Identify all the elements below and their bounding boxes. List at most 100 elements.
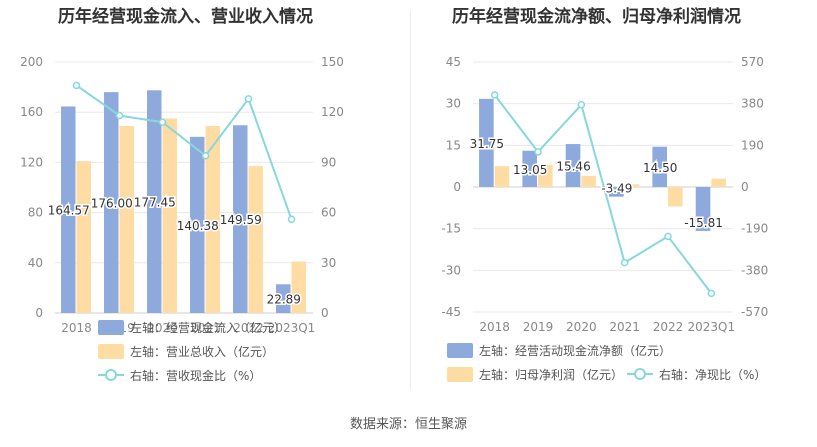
right-y-right-tick: -190 [741, 222, 768, 236]
left-bar-series2 [248, 166, 263, 313]
right-data-label: 13.05 [513, 163, 547, 177]
right-x-tick: 2019 [523, 320, 554, 334]
left-ratio-point [158, 118, 167, 126]
right-x-tick: 2022 [653, 320, 684, 334]
right-y-left-tick: 0 [453, 180, 461, 194]
right-ratio-point [577, 101, 586, 109]
left-bar-series2 [162, 118, 177, 313]
right-y-left-tick: -30 [441, 263, 461, 277]
right-y-right-tick: -380 [741, 263, 768, 277]
left-bar-series1 [61, 106, 76, 313]
right-legend-swatch [634, 368, 646, 380]
left-ratio-point [72, 81, 81, 90]
right-y-left-tick: -15 [441, 222, 461, 236]
right-x-tick: 2021 [609, 320, 640, 334]
right-y-right-tick: 0 [741, 180, 749, 194]
left-ratio-line [75, 84, 293, 220]
right-y-right-tick: 380 [741, 97, 764, 111]
left-ratio-point [201, 151, 210, 160]
right-ratio-point [620, 258, 629, 267]
left-y-left-tick: 160 [20, 105, 43, 119]
left-y-left-tick: 80 [28, 206, 43, 220]
left-chart-title: 历年经营现金流入、营业收入情况 [58, 7, 313, 27]
right-ratio-line [493, 94, 713, 294]
left-x-tick: 2021 [190, 321, 221, 335]
right-bar-series1 [565, 144, 581, 187]
data-source-note: 数据来源：恒生聚源 [349, 417, 467, 432]
panel-divider [410, 10, 411, 390]
left-bar-series2 [291, 261, 306, 313]
right-y-left-tick: 45 [446, 55, 461, 69]
left-ratio-point [244, 95, 253, 103]
right-bar-series2 [624, 184, 640, 187]
left-y-right-tick: 0 [321, 306, 329, 320]
right-y-left-tick: -45 [441, 305, 461, 319]
right-bar-series1 [479, 98, 494, 187]
right-data-label: 14.50 [643, 161, 677, 175]
left-x-tick: 2018 [61, 321, 92, 335]
right-bar-series1 [609, 187, 624, 197]
right-ratio-point [707, 289, 716, 298]
right-ratio-point [534, 148, 542, 156]
right-data-label: 15.46 [556, 160, 590, 174]
right-data-label: 31.75 [470, 137, 504, 151]
right-bar-series1 [522, 150, 537, 187]
left-y-left-tick: 0 [35, 306, 43, 320]
right-y-left-tick: 15 [446, 138, 461, 152]
left-y-right-tick: 120 [321, 105, 344, 119]
left-legend-label: 左轴：营业总收入（亿元） [130, 344, 274, 359]
right-legend-label: 左轴：经营活动现金流净额（亿元） [479, 343, 671, 358]
right-y-right-tick: -570 [741, 305, 768, 319]
right-x-tick: 2023Q1 [688, 320, 736, 334]
left-y-right-tick: 150 [321, 55, 344, 69]
right-x-tick: 2020 [566, 320, 597, 334]
right-y-right-tick: 570 [741, 55, 764, 69]
left-data-label: 149.59 [220, 213, 262, 227]
left-y-left-tick: 40 [28, 256, 43, 270]
left-x-tick: 2020 [147, 321, 178, 335]
right-data-label: -15.81 [684, 216, 723, 230]
right-bar-series1 [695, 187, 711, 231]
left-data-label: 176.00 [91, 197, 133, 211]
left-x-tick: 2022 [233, 321, 264, 335]
left-legend-swatch [98, 320, 124, 335]
left-bar-series2 [119, 126, 134, 313]
left-y-right-tick: 30 [321, 256, 336, 270]
right-bar-series2 [538, 164, 553, 187]
left-y-right-tick: 90 [321, 155, 336, 169]
left-bar-series1 [233, 125, 248, 313]
right-data-label: -3.49 [601, 182, 632, 196]
left-legend-label: 左轴：经营现金流入（亿元） [130, 320, 286, 335]
right-bar-series2 [711, 178, 726, 187]
right-ratio-point [664, 232, 672, 241]
left-ratio-point [287, 215, 296, 224]
left-bar-series1 [190, 136, 205, 313]
right-bar-series2 [668, 187, 683, 207]
right-chart: -45 -570 -30 -380 -15 -190 0 0 15 190 30 380 45 570 31… [441, 55, 768, 382]
right-y-right-tick: 190 [741, 138, 764, 152]
left-bar-series1 [104, 92, 119, 314]
left-bar-series1 [276, 284, 291, 313]
right-ratio-point [490, 91, 499, 99]
left-legend-swatch [105, 369, 117, 381]
right-legend-label: 右轴：净现比（%） [659, 367, 766, 382]
right-bar-series2 [581, 175, 596, 187]
left-ratio-point [115, 111, 124, 120]
right-y-left-tick: 30 [446, 97, 461, 111]
left-data-label: 22.89 [267, 293, 301, 307]
left-bar-series2 [205, 126, 220, 313]
right-bar-series1 [652, 146, 667, 187]
right-legend-label: 左轴：归母净利润（亿元） [479, 367, 623, 382]
left-y-left-tick: 200 [20, 55, 43, 69]
right-bar-series2 [494, 166, 510, 187]
right-legend-swatch [447, 343, 473, 358]
left-legend-swatch [98, 344, 124, 359]
left-bar-series2 [76, 161, 91, 313]
left-legend-label: 右轴：营收现金比（%） [130, 368, 261, 383]
left-data-label: 177.45 [134, 196, 176, 210]
right-x-tick: 2018 [479, 320, 510, 334]
left-data-label: 140.38 [177, 219, 219, 233]
left-x-tick: 2023Q1 [268, 321, 316, 335]
left-data-label: 164.57 [48, 204, 90, 218]
